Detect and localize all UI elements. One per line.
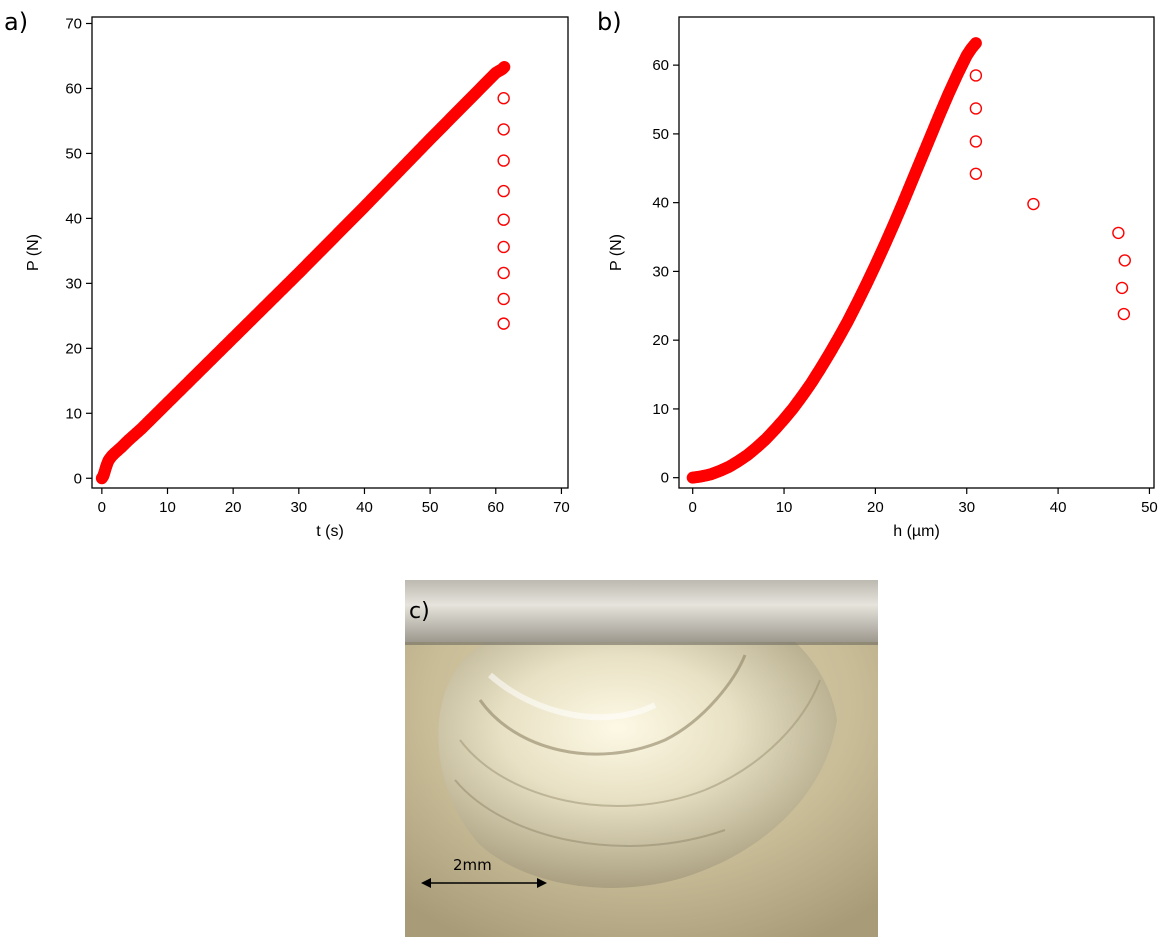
chart-b-y-tick-label: 50 xyxy=(652,126,669,143)
indenter-rod xyxy=(405,580,878,642)
scale-bar-right-arrowhead xyxy=(537,878,547,888)
chart-a-y-tick-label: 60 xyxy=(65,80,82,97)
chart-b-x-tick-label: 20 xyxy=(867,499,884,516)
scale-bar-left-arrowhead xyxy=(421,878,431,888)
chart-a-x-tick-label: 20 xyxy=(225,499,242,516)
chart-a-data-point-open xyxy=(497,317,510,330)
chart-b-panel-label: b) xyxy=(597,8,622,36)
chart-a-data-point-open xyxy=(497,123,510,136)
chart-a-data-point-open xyxy=(497,240,510,254)
chart-a-x-tick-label: 70 xyxy=(553,499,570,516)
chart-b-data-point-open xyxy=(969,69,983,82)
chart-b-series-loading xyxy=(686,37,982,484)
chart-b-y-tick-label: 10 xyxy=(652,401,669,418)
chart-a-y-tick-label: 30 xyxy=(65,275,82,292)
chart-b-y-tick-label: 60 xyxy=(652,57,669,74)
chart-b-data-point-open xyxy=(969,167,983,180)
chart-a-data-point-open xyxy=(497,213,510,226)
chart-a-data-point-open xyxy=(497,154,510,167)
chart-a-y-tick-label: 50 xyxy=(65,145,82,162)
chart-a-x-tick-label: 30 xyxy=(290,499,307,516)
chart-b: b) 0 10 20 30 40 50 0 10 20 30 40 50 60 h (µm) P (N) xyxy=(597,8,1158,540)
chart-a-y-tick-label: 10 xyxy=(65,405,82,422)
chart-b-x-tick-label: 40 xyxy=(1050,499,1067,516)
chart-b-x-axis-title: h (µm) xyxy=(893,523,940,540)
chart-b-data-point-open xyxy=(1115,281,1129,295)
chart-a-y-axis-title: P (N) xyxy=(25,234,42,271)
chart-a-x-tick-label: 0 xyxy=(98,499,106,516)
chart-a-y-tick-label: 40 xyxy=(65,210,82,227)
chart-a-data-point-open xyxy=(497,184,510,198)
chart-a-data-point xyxy=(498,61,511,74)
crack-photo: c) 2mm xyxy=(405,580,878,937)
chart-a-data-point-open xyxy=(497,266,510,280)
chart-a-data-point-open xyxy=(497,92,510,105)
chart-b-plot-frame xyxy=(678,16,1155,489)
chart-a-series-unloading xyxy=(497,92,510,330)
chart-b-x-tick-label: 50 xyxy=(1141,499,1158,516)
crack-photo-image: c) 2mm xyxy=(405,580,878,937)
chart-b-data-point-open xyxy=(1112,226,1125,240)
scale-bar-label: 2mm xyxy=(453,856,492,874)
chart-a-y-tick-label: 20 xyxy=(65,340,82,357)
chart-b-y-tick-label: 20 xyxy=(652,332,669,349)
chart-b-series-unloading xyxy=(969,69,1131,321)
chart-b-x-tick-label: 30 xyxy=(958,499,975,516)
chart-b-x-tick-label: 10 xyxy=(776,499,793,516)
chart-b-y-tick-label: 40 xyxy=(652,195,669,212)
chart-a-panel-label: a) xyxy=(4,8,28,36)
chart-a-x-tick-label: 50 xyxy=(422,499,439,516)
chart-a-x-tick-label: 10 xyxy=(159,499,176,516)
chart-a-y-tick-label: 70 xyxy=(65,15,82,32)
chart-b-data-point-open xyxy=(1118,254,1131,267)
chart-b-y-axis-title: P (N) xyxy=(608,234,625,271)
chart-b-data-point-open xyxy=(969,102,983,115)
chart-b-x-tick-label: 0 xyxy=(689,499,697,516)
chart-b-data-point-open xyxy=(1027,197,1040,211)
chart-a-x-tick-label: 40 xyxy=(356,499,373,516)
panel-label-c: c) xyxy=(409,599,430,624)
chart-a-series-loading xyxy=(95,61,511,485)
chart-a-x-axis-title: t (s) xyxy=(316,523,344,540)
chart-b-y-tick-label: 30 xyxy=(652,263,669,280)
chart-a: a) 0 10 20 30 40 50 60 70 0 10 20 30 40 50 60 70 t (s) P (… xyxy=(4,8,570,540)
chart-a-data-point-open xyxy=(497,292,510,306)
chart-b-data-point-open xyxy=(969,135,983,148)
chart-a-plot-frame xyxy=(91,16,569,489)
chart-b-data-point-open xyxy=(1117,307,1131,321)
chart-a-y-tick-label: 0 xyxy=(74,470,82,487)
chart-b-data-point xyxy=(969,37,982,50)
chart-a-x-tick-label: 60 xyxy=(487,499,504,516)
chart-b-y-tick-label: 0 xyxy=(661,470,669,487)
